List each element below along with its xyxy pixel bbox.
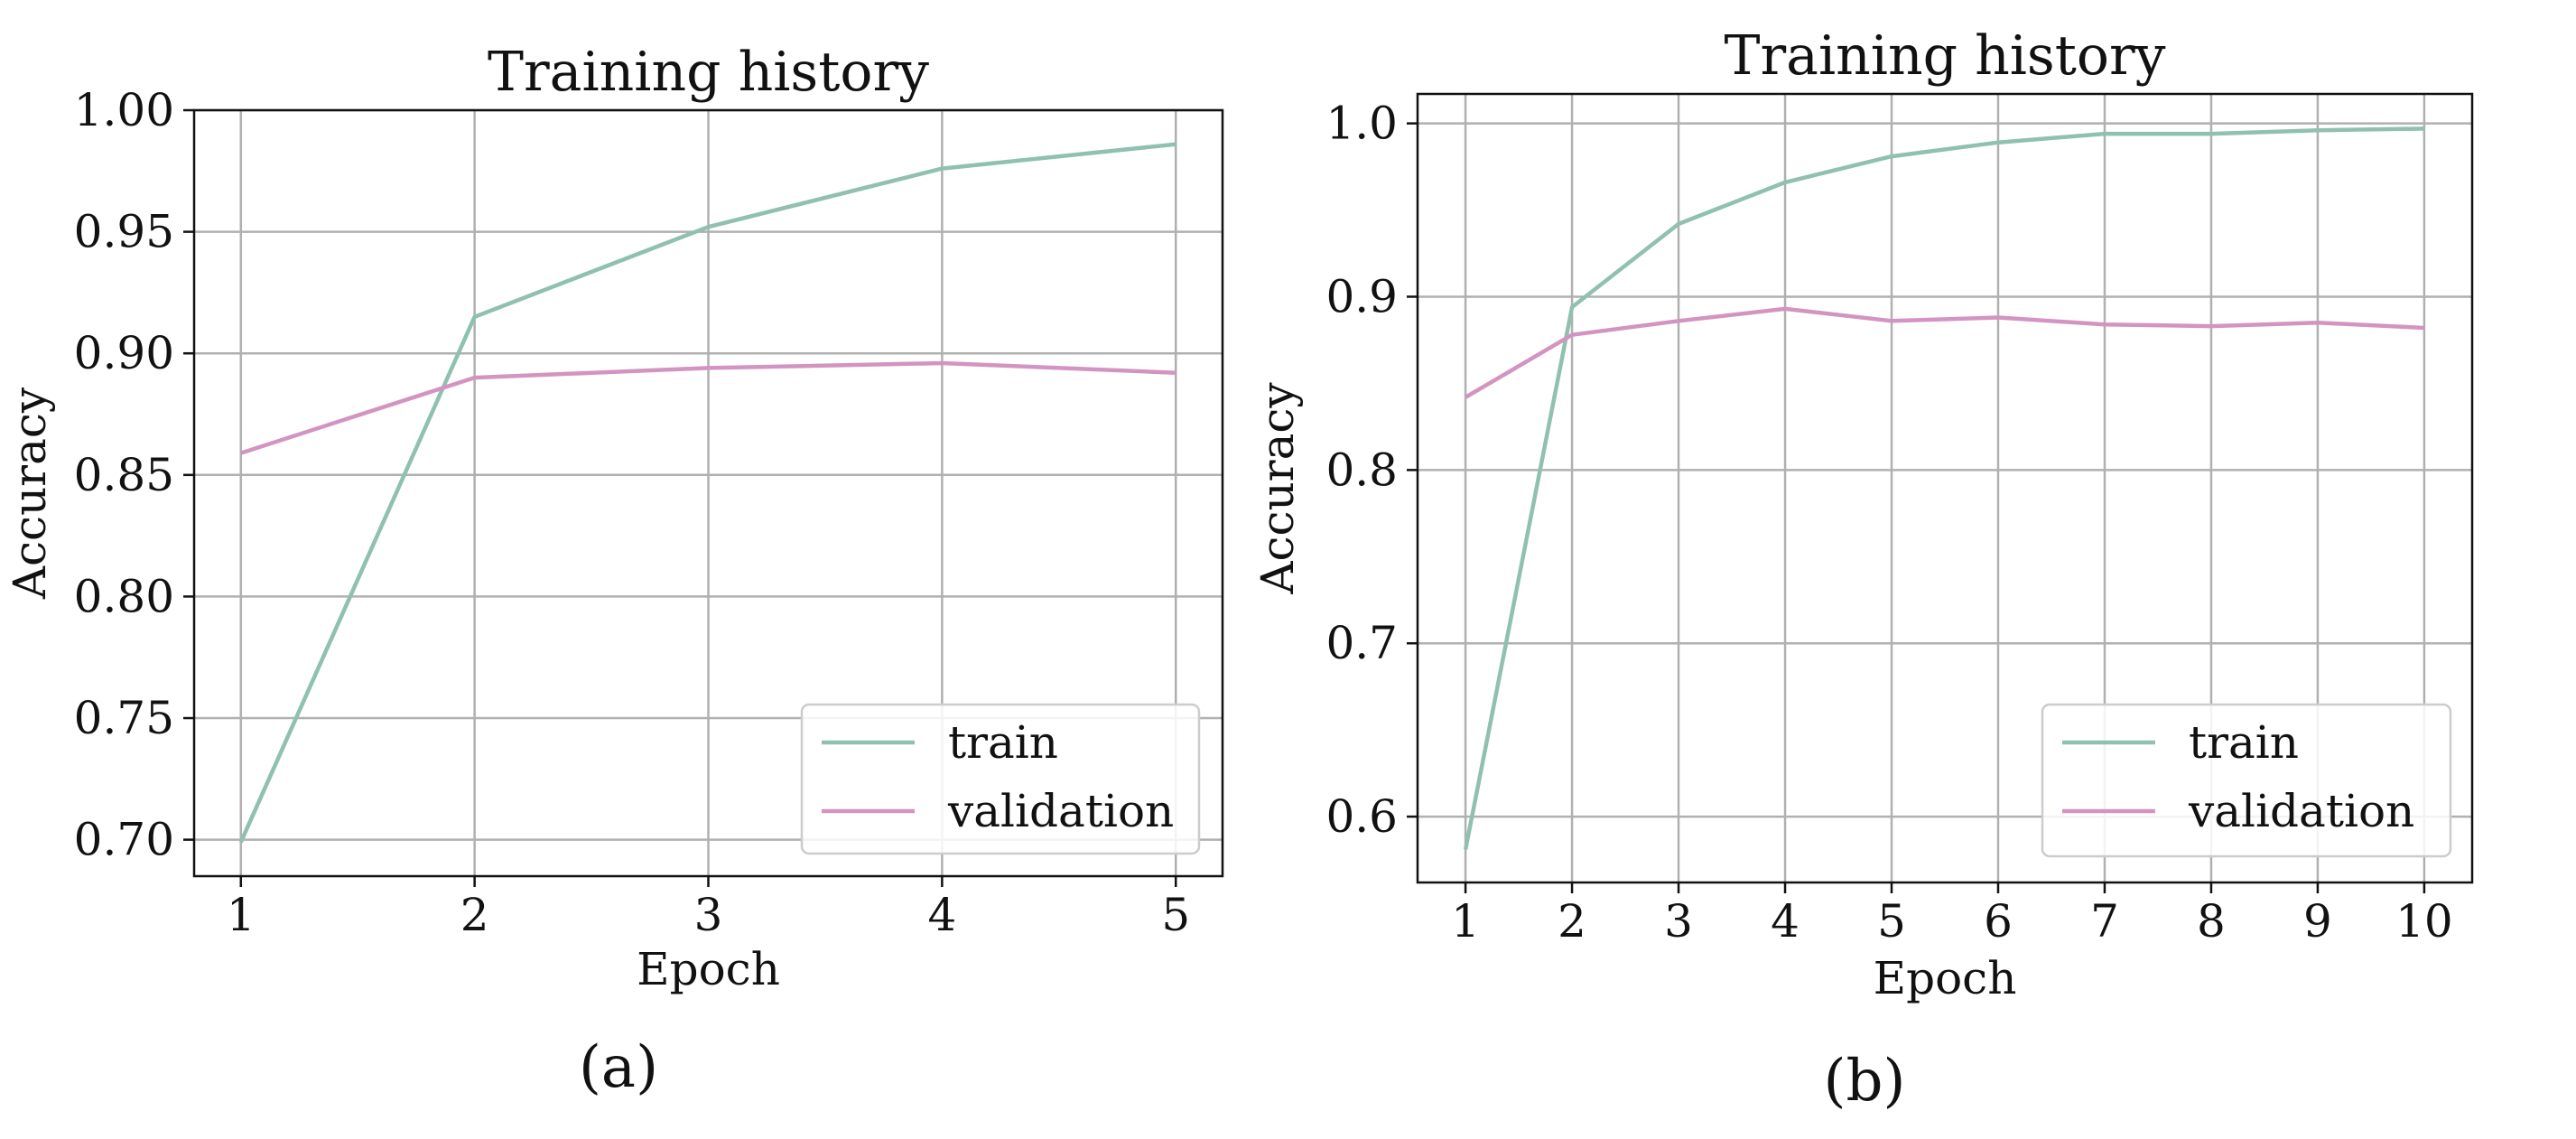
x-axis-label: Epoch bbox=[1874, 952, 2017, 1004]
legend: train validation bbox=[2041, 703, 2452, 858]
legend-label-train: train bbox=[948, 716, 1058, 769]
chart-panel-0: 1 2 3 4 5 0.70 0.75 0.80 0.85 0.90 0.95 1.00 Trainin… bbox=[4, 41, 1224, 995]
x-axis-label: Epoch bbox=[637, 943, 780, 995]
series-line-validation bbox=[1464, 306, 2425, 399]
x-tick-label: 5 bbox=[1877, 895, 1906, 948]
chart-title: Training history bbox=[1724, 24, 2165, 88]
y-tick-label: 0.85 bbox=[74, 449, 174, 501]
x-tick-label: 4 bbox=[927, 889, 956, 941]
x-tick-label: 10 bbox=[2395, 895, 2453, 948]
legend-label-train: train bbox=[2189, 716, 2299, 769]
y-tick-label: 0.9 bbox=[1325, 270, 1398, 322]
x-tick-label: 3 bbox=[694, 889, 723, 941]
y-tick-label: 1.00 bbox=[74, 84, 174, 136]
y-tick-label: 0.70 bbox=[74, 814, 174, 866]
y-tick-label: 0.80 bbox=[74, 570, 174, 622]
x-tick-label: 6 bbox=[1984, 895, 2013, 948]
x-tick-label: 7 bbox=[2090, 895, 2119, 948]
x-tick-label: 8 bbox=[2197, 895, 2226, 948]
y-axis-label: Accuracy bbox=[1251, 382, 1304, 595]
x-tick-label: 2 bbox=[460, 889, 489, 941]
y-tick-label: 1.0 bbox=[1325, 98, 1398, 150]
y-tick-label: 0.6 bbox=[1325, 790, 1398, 843]
panel-caption-b: (b) bbox=[1823, 1048, 1906, 1115]
series-line-train bbox=[238, 142, 1176, 844]
y-tick-label: 0.75 bbox=[74, 692, 174, 744]
panel-caption-a: (a) bbox=[578, 1034, 659, 1101]
y-tick-label: 0.90 bbox=[74, 327, 174, 379]
x-tick-label: 1 bbox=[1451, 895, 1480, 948]
chart-title: Training history bbox=[488, 41, 929, 104]
x-tick-label: 4 bbox=[1771, 895, 1799, 948]
x-tick-label: 1 bbox=[227, 889, 256, 941]
x-tick-label: 9 bbox=[2303, 895, 2332, 948]
y-tick-label: 0.7 bbox=[1325, 617, 1398, 669]
y-tick-label: 0.95 bbox=[74, 206, 174, 258]
series-line-train bbox=[1463, 126, 2424, 850]
y-tick-label: 0.8 bbox=[1325, 443, 1398, 496]
chart-panel-1: 1 2 3 4 5 6 7 8 9 10 0.6 0.7 0.8 0.9 1.0 Training histo… bbox=[1251, 24, 2474, 1004]
x-tick-label: 5 bbox=[1161, 889, 1190, 941]
axes-frame bbox=[1416, 92, 2474, 884]
series-line-validation bbox=[240, 360, 1176, 455]
legend: train validation bbox=[800, 703, 1201, 855]
legend-label-validation: validation bbox=[947, 785, 1174, 837]
legend-label-validation: validation bbox=[2188, 785, 2414, 837]
y-axis-label: Accuracy bbox=[4, 387, 56, 600]
x-tick-label: 2 bbox=[1558, 895, 1586, 948]
x-tick-label: 3 bbox=[1664, 895, 1693, 948]
